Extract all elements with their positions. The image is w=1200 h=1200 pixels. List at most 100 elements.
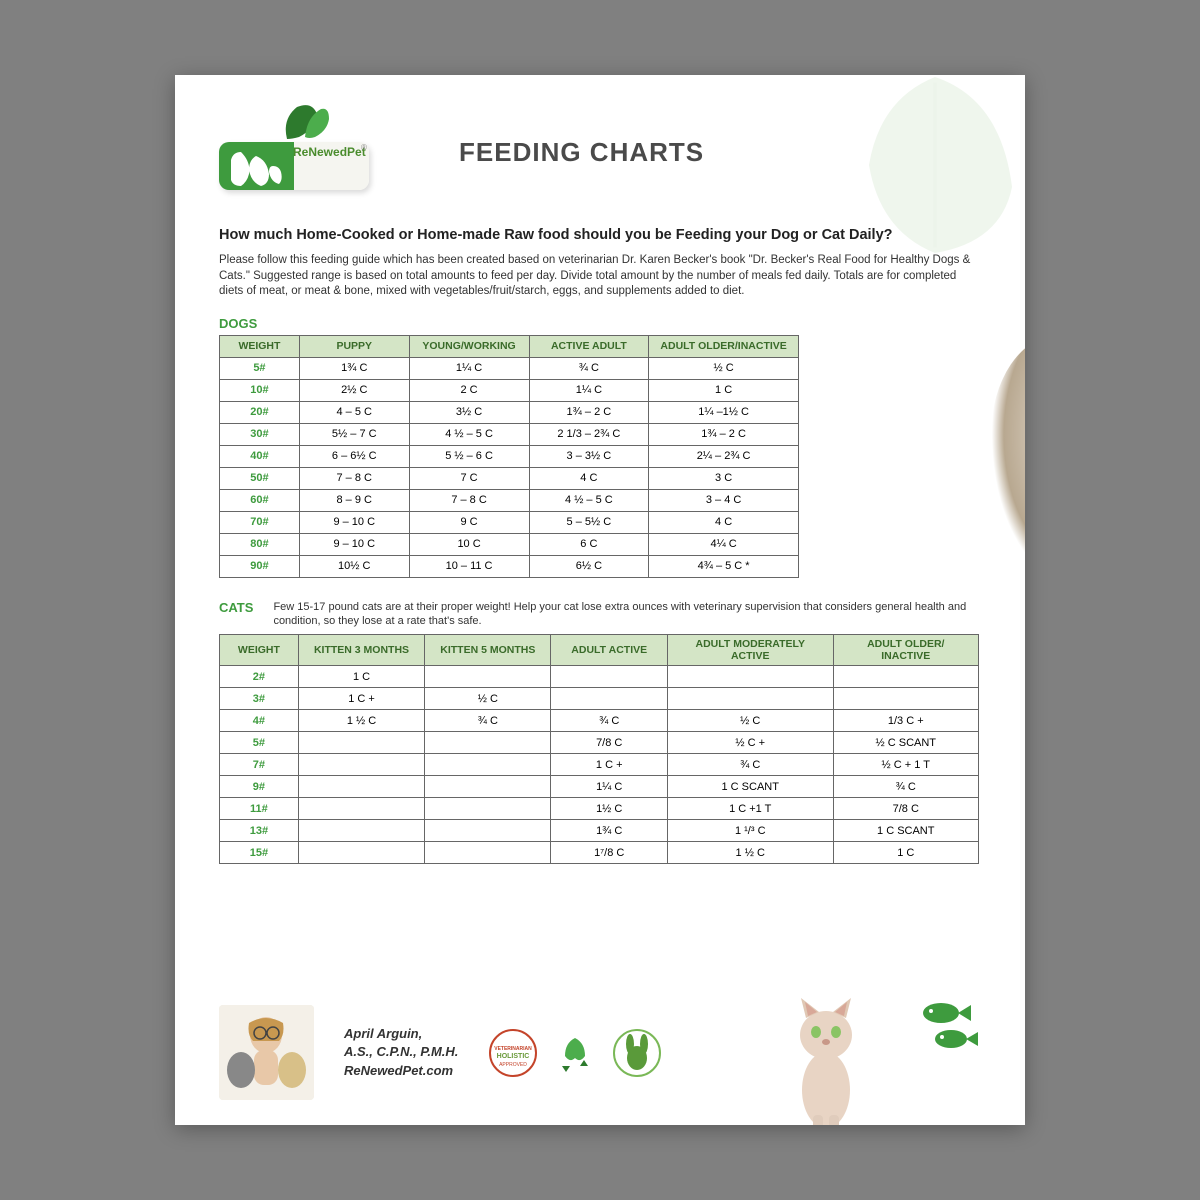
- dogs-table-wrap: WEIGHTPUPPYYOUNG/WORKINGACTIVE ADULTADUL…: [219, 335, 981, 578]
- value-cell: 7 – 8 C: [299, 467, 409, 489]
- column-header: ADULT ACTIVE: [551, 635, 667, 666]
- author-creds: A.S., C.P.N., P.M.H.: [344, 1043, 458, 1061]
- value-cell: [298, 842, 424, 864]
- column-header: ADULT MODERATELY ACTIVE: [667, 635, 833, 666]
- weight-cell: 5#: [220, 732, 299, 754]
- value-cell: ¾ C: [667, 754, 833, 776]
- column-header: ADULT OLDER/INACTIVE: [649, 335, 799, 357]
- cats-header-row: CATS Few 15-17 pound cats are at their p…: [219, 600, 981, 629]
- weight-cell: 3#: [220, 688, 299, 710]
- value-cell: 1¼ C: [551, 776, 667, 798]
- value-cell: 1¾ – 2 C: [649, 423, 799, 445]
- table-row: 3#1 C +½ C: [220, 688, 979, 710]
- value-cell: 7/8 C: [551, 732, 667, 754]
- value-cell: ½ C: [649, 357, 799, 379]
- value-cell: 2½ C: [299, 379, 409, 401]
- value-cell: [833, 666, 978, 688]
- author-info: April Arguin, A.S., C.P.N., P.M.H. ReNew…: [344, 1025, 458, 1080]
- table-row: 40#6 – 6½ C5 ½ – 6 C3 – 3½ C2¼ – 2¾ C: [220, 445, 799, 467]
- column-header: YOUNG/WORKING: [409, 335, 529, 357]
- value-cell: 7 C: [409, 467, 529, 489]
- value-cell: ½ C + 1 T: [833, 754, 978, 776]
- value-cell: 4 – 5 C: [299, 401, 409, 423]
- value-cell: 1 C: [298, 666, 424, 688]
- value-cell: 6 – 6½ C: [299, 445, 409, 467]
- value-cell: 1¼ C: [529, 379, 649, 401]
- value-cell: ¾ C: [833, 776, 978, 798]
- cats-table-wrap: WEIGHTKITTEN 3 MONTHSKITTEN 5 MONTHSADUL…: [219, 634, 981, 864]
- value-cell: 1¼ C: [409, 357, 529, 379]
- weight-cell: 4#: [220, 710, 299, 732]
- value-cell: 4 C: [649, 511, 799, 533]
- column-header: KITTEN 5 MONTHS: [425, 635, 551, 666]
- value-cell: 8 – 9 C: [299, 489, 409, 511]
- svg-text:VETERINARIAN: VETERINARIAN: [495, 1046, 533, 1052]
- value-cell: 1 C SCANT: [833, 820, 978, 842]
- value-cell: ½ C: [667, 710, 833, 732]
- value-cell: [425, 820, 551, 842]
- value-cell: 9 C: [409, 511, 529, 533]
- table-row: 5#7/8 C½ C +½ C SCANT: [220, 732, 979, 754]
- value-cell: 1⁷/8 C: [551, 842, 667, 864]
- table-row: 70#9 – 10 C9 C5 – 5½ C4 C: [220, 511, 799, 533]
- column-header: ACTIVE ADULT: [529, 335, 649, 357]
- svg-text:APPROVED: APPROVED: [499, 1062, 527, 1068]
- value-cell: 1 C +: [298, 688, 424, 710]
- value-cell: 2¼ – 2¾ C: [649, 445, 799, 467]
- value-cell: 1 ½ C: [298, 710, 424, 732]
- author-photo: [219, 1005, 314, 1100]
- value-cell: 1¼ –1½ C: [649, 401, 799, 423]
- column-header: ADULT OLDER/ INACTIVE: [833, 635, 978, 666]
- value-cell: 1¾ C: [299, 357, 409, 379]
- value-cell: [425, 842, 551, 864]
- column-header: KITTEN 3 MONTHS: [298, 635, 424, 666]
- table-row: 50#7 – 8 C7 C4 C3 C: [220, 467, 799, 489]
- table-row: 5#1¾ C1¼ C¾ C½ C: [220, 357, 799, 379]
- weight-cell: 90#: [220, 555, 300, 577]
- value-cell: 6½ C: [529, 555, 649, 577]
- value-cell: 1½ C: [551, 798, 667, 820]
- value-cell: 6 C: [529, 533, 649, 555]
- value-cell: 1 ¹/³ C: [667, 820, 833, 842]
- table-row: 2#1 C: [220, 666, 979, 688]
- table-row: 90#10½ C10 – 11 C6½ C4¾ – 5 C *: [220, 555, 799, 577]
- table-row: 13#1¾ C1 ¹/³ C1 C SCANT: [220, 820, 979, 842]
- value-cell: ½ C: [425, 688, 551, 710]
- column-header: WEIGHT: [220, 335, 300, 357]
- cats-label: CATS: [219, 600, 253, 615]
- value-cell: 7/8 C: [833, 798, 978, 820]
- value-cell: 3 C: [649, 467, 799, 489]
- value-cell: 5 – 5½ C: [529, 511, 649, 533]
- dogs-table: WEIGHTPUPPYYOUNG/WORKINGACTIVE ADULTADUL…: [219, 335, 799, 578]
- value-cell: 4 C: [529, 467, 649, 489]
- value-cell: 1 C +1 T: [667, 798, 833, 820]
- cruelty-free-badge: [612, 1028, 662, 1078]
- table-row: 30#5½ – 7 C4 ½ – 5 C2 1/3 – 2¾ C1¾ – 2 C: [220, 423, 799, 445]
- dogs-label: DOGS: [219, 316, 981, 331]
- cats-note: Few 15-17 pound cats are at their proper…: [273, 600, 981, 629]
- value-cell: [667, 666, 833, 688]
- value-cell: ½ C +: [667, 732, 833, 754]
- value-cell: 4¼ C: [649, 533, 799, 555]
- cat-photo: [771, 990, 881, 1125]
- value-cell: 4 ½ – 5 C: [409, 423, 529, 445]
- weight-cell: 30#: [220, 423, 300, 445]
- weight-cell: 15#: [220, 842, 299, 864]
- vet-approved-badge: VETERINARIAN HOLISTIC APPROVED: [488, 1028, 538, 1078]
- leaf-background-icon: [805, 75, 1025, 275]
- table-row: 80#9 – 10 C10 C6 C4¼ C: [220, 533, 799, 555]
- table-row: 4#1 ½ C¾ C¾ C½ C1/3 C +: [220, 710, 979, 732]
- value-cell: 3 – 4 C: [649, 489, 799, 511]
- weight-cell: 13#: [220, 820, 299, 842]
- author-site: ReNewedPet.com: [344, 1062, 458, 1080]
- value-cell: [425, 666, 551, 688]
- value-cell: ¾ C: [551, 710, 667, 732]
- value-cell: ¾ C: [425, 710, 551, 732]
- value-cell: ¾ C: [529, 357, 649, 379]
- value-cell: 3½ C: [409, 401, 529, 423]
- weight-cell: 11#: [220, 798, 299, 820]
- table-row: 60#8 – 9 C7 – 8 C4 ½ – 5 C3 – 4 C: [220, 489, 799, 511]
- table-row: 20#4 – 5 C3½ C1¾ – 2 C1¼ –1½ C: [220, 401, 799, 423]
- value-cell: 3 – 3½ C: [529, 445, 649, 467]
- value-cell: 10 – 11 C: [409, 555, 529, 577]
